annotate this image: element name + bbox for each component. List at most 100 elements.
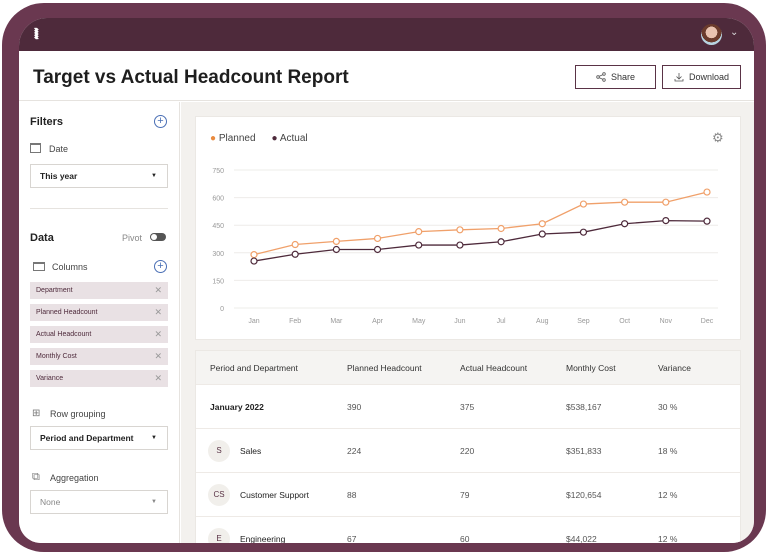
line-chart: 0 150 300 450 600 750 Jan Feb Mar Apr May Jun Jul Aug… — [212, 168, 718, 325]
planned-cell: 67 — [347, 533, 357, 544]
share-button[interactable]: Share — [575, 65, 656, 89]
data-point-planned[interactable] — [456, 226, 464, 234]
variance-cell: 30 % — [658, 401, 678, 412]
planned-cell: 88 — [347, 489, 357, 500]
data-point-actual[interactable] — [579, 228, 588, 236]
data-point-actual[interactable] — [250, 257, 258, 265]
data-point-actual[interactable] — [332, 245, 340, 254]
remove-icon[interactable]: ✕ — [154, 307, 162, 317]
table-row[interactable]: CS Customer Support 88 79 $120,654 12 % — [196, 473, 740, 517]
y-tick-label: 750 — [212, 168, 224, 175]
pivot-toggle[interactable] — [150, 233, 166, 241]
data-point-actual[interactable] — [456, 241, 464, 249]
table-row[interactable]: January 2022 390 375 $538,167 30 % — [196, 385, 740, 429]
caret-down-icon: ▼ — [151, 173, 157, 179]
data-point-planned[interactable] — [579, 200, 588, 208]
row-name: Customer Support — [240, 489, 309, 500]
date-select[interactable]: This year ▼ — [30, 164, 168, 188]
data-point-planned[interactable] — [415, 228, 423, 236]
data-point-actual[interactable] — [291, 250, 299, 258]
variance-cell: 12 % — [658, 533, 678, 544]
share-icon — [596, 72, 606, 82]
x-tick-label: Dec — [701, 318, 714, 325]
table-header: Period and Department Planned Headcount … — [196, 351, 740, 385]
x-tick-label: Jan — [248, 318, 259, 325]
data-point-planned[interactable] — [291, 240, 299, 249]
data-point-planned[interactable] — [332, 237, 340, 245]
row-name: Engineering — [240, 533, 286, 544]
data-point-actual[interactable] — [662, 216, 670, 225]
aggregation-select[interactable]: None ▼ — [30, 490, 168, 514]
column-chip[interactable]: Department ✕ — [30, 282, 168, 299]
column-chip[interactable]: Variance ✕ — [30, 370, 168, 387]
actual-cell: 60 — [460, 533, 470, 544]
data-point-actual[interactable] — [415, 241, 423, 249]
title-bar: Target vs Actual Headcount Report Share … — [19, 51, 754, 101]
table-row[interactable]: S Sales 224 220 $351,833 18 % — [196, 429, 740, 473]
calendar-icon — [30, 143, 41, 153]
y-tick-label: 450 — [212, 223, 224, 230]
y-tick-label: 600 — [212, 196, 224, 203]
aggregation-label: Aggregation — [50, 473, 99, 483]
data-point-actual[interactable] — [538, 230, 546, 238]
actual-cell: 79 — [460, 489, 470, 500]
cost-cell: $44,022 — [566, 533, 597, 544]
y-tick-label: 300 — [212, 251, 224, 258]
x-tick-label: Jun — [454, 318, 465, 325]
sidebar: Filters + Date This year ▼ Data Pivot Col… — [19, 102, 180, 543]
data-point-planned[interactable] — [250, 251, 258, 259]
x-tick-label: Jul — [497, 318, 506, 325]
layers-icon: ⧉ — [32, 471, 40, 483]
app-screen: ⦚⦚⦚ ⌄ Target vs Actual Headcount Report … — [19, 18, 754, 543]
data-point-planned[interactable] — [373, 234, 382, 243]
download-icon — [674, 73, 684, 82]
row-name: January 2022 — [210, 401, 264, 412]
app-logo: ⦚⦚⦚ — [34, 26, 39, 42]
add-filter-icon[interactable]: + — [154, 115, 167, 128]
remove-icon[interactable]: ✕ — [154, 285, 162, 295]
chevron-down-icon[interactable]: ⌄ — [730, 27, 739, 38]
actual-cell: 220 — [460, 445, 475, 456]
y-tick-label: 150 — [212, 278, 224, 285]
data-point-planned[interactable] — [538, 220, 546, 228]
column-chip[interactable]: Actual Headcount ✕ — [30, 326, 168, 343]
data-point-actual[interactable] — [373, 245, 382, 254]
data-point-planned[interactable] — [662, 198, 670, 206]
cost-cell: $351,833 — [566, 445, 602, 456]
caret-down-icon: ▼ — [151, 499, 157, 505]
column-chip[interactable]: Planned Headcount ✕ — [30, 304, 168, 321]
x-tick-label: Aug — [536, 318, 549, 325]
x-tick-label: Oct — [619, 318, 630, 325]
main-content: ● Planned ● Actual ⚙ 0 150 300 450 600 750 Jan… — [181, 102, 754, 543]
x-tick-label: Apr — [372, 318, 384, 325]
table-row[interactable]: E Engineering 67 60 $44,022 12 % — [196, 517, 740, 543]
remove-icon[interactable]: ✕ — [154, 329, 162, 339]
row-grouping-select[interactable]: Period and Department ▼ — [30, 426, 168, 450]
filters-title: Filters — [30, 116, 64, 128]
gear-icon[interactable]: ⚙ — [712, 130, 724, 145]
download-button[interactable]: Download — [662, 65, 741, 89]
column-chip[interactable]: Monthly Cost ✕ — [30, 348, 168, 365]
department-badge: E — [208, 527, 230, 543]
data-point-planned[interactable] — [621, 198, 629, 206]
data-point-actual[interactable] — [621, 220, 629, 228]
x-tick-label: Sep — [577, 318, 590, 325]
data-point-planned[interactable] — [703, 188, 711, 196]
avatar[interactable] — [701, 24, 722, 45]
series-line-planned — [253, 191, 708, 256]
pivot-label: Pivot — [122, 233, 143, 243]
chart-legend: ● Planned ● Actual — [210, 133, 308, 144]
caret-down-icon: ▼ — [151, 435, 157, 441]
actual-cell: 375 — [460, 401, 475, 412]
series-line-actual — [253, 219, 708, 262]
remove-icon[interactable]: ✕ — [154, 373, 162, 383]
data-point-planned[interactable] — [497, 224, 505, 233]
x-tick-label: Mar — [330, 318, 343, 325]
add-column-icon[interactable]: + — [154, 260, 167, 273]
data-point-actual[interactable] — [703, 217, 711, 225]
chart-card: ● Planned ● Actual ⚙ 0 150 300 450 600 750 Jan… — [195, 116, 741, 340]
remove-icon[interactable]: ✕ — [154, 351, 162, 361]
divider — [30, 208, 168, 209]
x-tick-label: Feb — [289, 318, 301, 325]
data-point-actual[interactable] — [497, 238, 505, 246]
